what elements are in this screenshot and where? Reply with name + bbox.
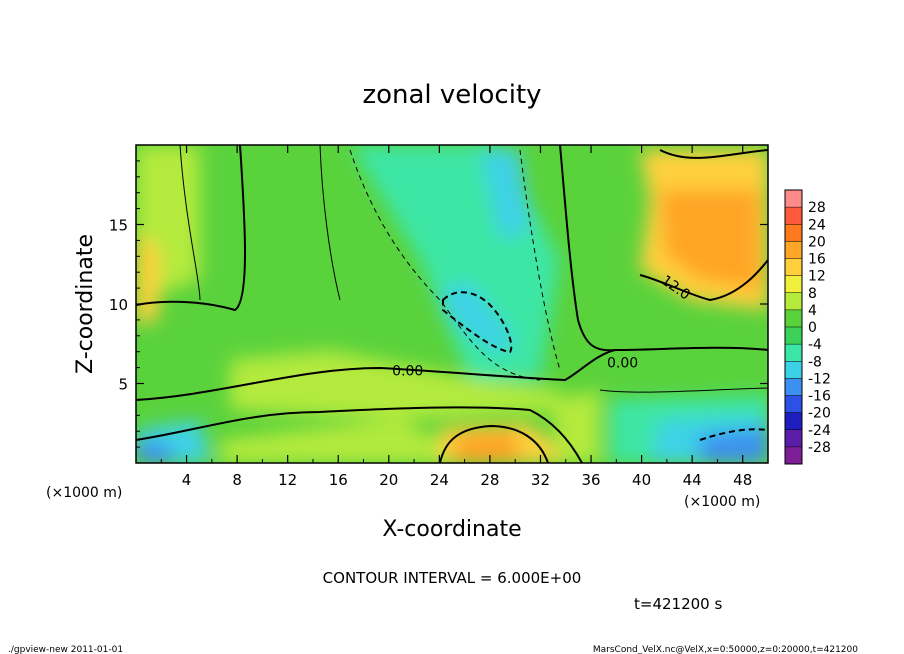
colorbar-swatch bbox=[785, 361, 802, 379]
colorbar-swatch bbox=[785, 344, 802, 362]
x-axis-label: X-coordinate bbox=[382, 517, 521, 542]
x-tick-label: 28 bbox=[480, 471, 499, 489]
y-axis-label: Z-coordinate bbox=[73, 234, 98, 374]
colorbar-label: 28 bbox=[808, 200, 826, 216]
colorbar-label: -12 bbox=[808, 371, 831, 387]
colorbar-label: 4 bbox=[808, 303, 817, 319]
y-tick-label: 15 bbox=[109, 217, 128, 235]
colorbar-swatch bbox=[785, 412, 802, 431]
colorbar-label: 0 bbox=[808, 320, 817, 336]
contour-lines bbox=[136, 145, 768, 463]
colorbar-swatch bbox=[785, 446, 802, 465]
time-label: t=421200 s bbox=[634, 595, 722, 613]
y-tick-label: 5 bbox=[118, 376, 128, 394]
x-tick-label: 44 bbox=[683, 471, 702, 489]
x-tick-label: 4 bbox=[182, 471, 192, 489]
colorbar-label: -16 bbox=[808, 389, 831, 405]
x-tick-label: 48 bbox=[733, 471, 752, 489]
colorbar-swatch bbox=[785, 378, 802, 396]
colorbar-label: -8 bbox=[808, 354, 822, 370]
colorbar-swatch bbox=[785, 207, 802, 225]
colorbar-label: 16 bbox=[808, 252, 826, 268]
colorbar-label: 24 bbox=[808, 217, 826, 233]
x-tick-label: 12 bbox=[278, 471, 297, 489]
x-tick-label: 16 bbox=[329, 471, 348, 489]
colorbar-swatch bbox=[785, 309, 802, 328]
colorbar-swatch bbox=[785, 224, 802, 242]
colorbar-swatch bbox=[785, 258, 802, 277]
contour-label: 0.00 bbox=[392, 364, 423, 380]
colorbar-swatch bbox=[785, 190, 802, 208]
colorbar-label: -4 bbox=[808, 337, 822, 353]
y-axis: 5 10 15 bbox=[109, 160, 768, 448]
x-tick-label: 32 bbox=[531, 471, 550, 489]
contour-label: 0.00 bbox=[607, 356, 638, 372]
colorbar-swatch bbox=[785, 241, 802, 259]
colorbar-swatch bbox=[785, 292, 802, 311]
colorbar-label: 12 bbox=[808, 269, 826, 285]
footer-right: MarsCond_VelX.nc@VelX,x=0:50000,z=0:2000… bbox=[593, 645, 858, 654]
colorbar-label: -24 bbox=[808, 423, 831, 439]
colorbar-swatch bbox=[785, 395, 802, 414]
y-tick-label: 10 bbox=[109, 296, 128, 314]
colorbar-swatch bbox=[785, 275, 802, 294]
x-tick-label: 20 bbox=[379, 471, 398, 489]
contour-interval: CONTOUR INTERVAL = 6.000E+00 bbox=[323, 569, 582, 587]
colorbar-label: 20 bbox=[808, 234, 826, 250]
x-tick-label: 24 bbox=[430, 471, 449, 489]
chart-title: zonal velocity bbox=[362, 80, 541, 110]
footer-left: ./gpview-new 2011-01-01 bbox=[8, 645, 123, 654]
colorbar-label: -20 bbox=[808, 406, 831, 422]
colorbar-label: 8 bbox=[808, 286, 817, 302]
colorbar-swatch bbox=[785, 429, 802, 448]
colorbar-label: -28 bbox=[808, 440, 831, 456]
colorbar-swatch bbox=[785, 327, 802, 345]
x-axis-unit-label: (×1000 m) bbox=[684, 494, 760, 510]
x-axis: 4 8 12 16 20 24 28 32 36 40 44 48 bbox=[160, 145, 752, 489]
x-tick-label: 36 bbox=[581, 471, 600, 489]
field-shading bbox=[136, 145, 768, 463]
x-tick-label: 8 bbox=[232, 471, 242, 489]
y-axis-unit-label: (×1000 m) bbox=[46, 485, 122, 501]
x-tick-label: 40 bbox=[632, 471, 651, 489]
